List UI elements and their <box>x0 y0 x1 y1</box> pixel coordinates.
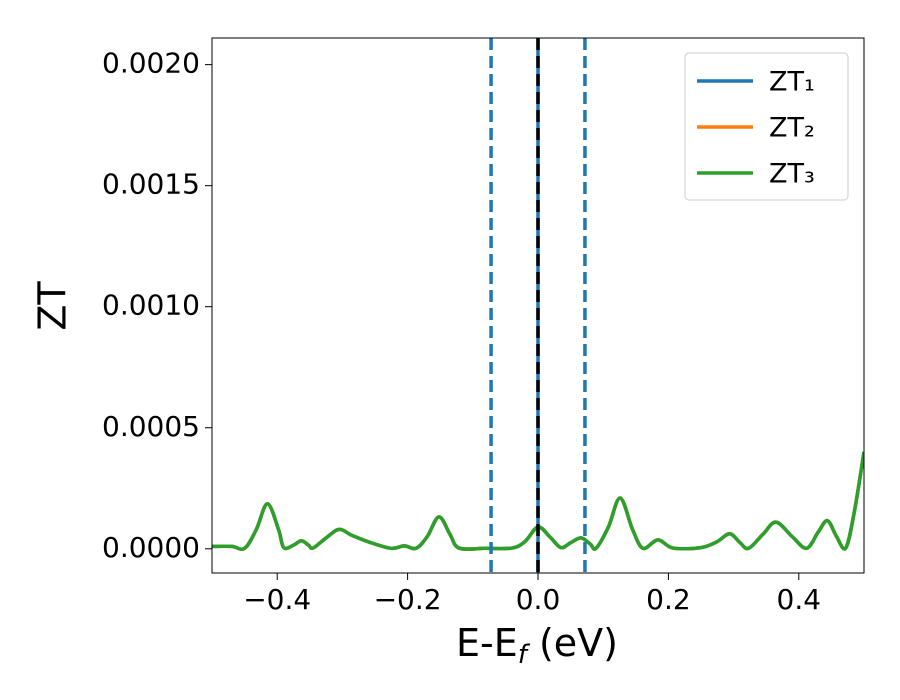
series-line <box>212 451 864 551</box>
y-tick-label: 0.0005 <box>102 410 200 443</box>
y-tick-label: 0.0015 <box>102 168 200 201</box>
x-tick-label: −0.4 <box>243 583 311 616</box>
x-label-main: E-E <box>456 621 518 665</box>
x-label-rest: (eV) <box>527 621 618 665</box>
legend-label: ZT₂ <box>769 113 815 144</box>
y-tick-label: 0.0000 <box>102 531 200 564</box>
x-tick-label: −0.2 <box>374 583 442 616</box>
plot-frame <box>211 37 865 574</box>
y-tick-label: 0.0020 <box>102 47 200 80</box>
x-tick-label: 0.0 <box>516 583 561 616</box>
legend-label: ZT₃ <box>769 159 815 190</box>
x-tick-label: 0.4 <box>777 583 822 616</box>
y-axis-label: ZT <box>31 281 75 331</box>
y-tick-label: 0.0010 <box>102 289 200 322</box>
x-tick-label: 0.2 <box>646 583 691 616</box>
x-axis-label: E-Ef (eV) <box>456 621 618 670</box>
legend-box <box>684 52 849 201</box>
legend-label: ZT₁ <box>769 67 815 98</box>
